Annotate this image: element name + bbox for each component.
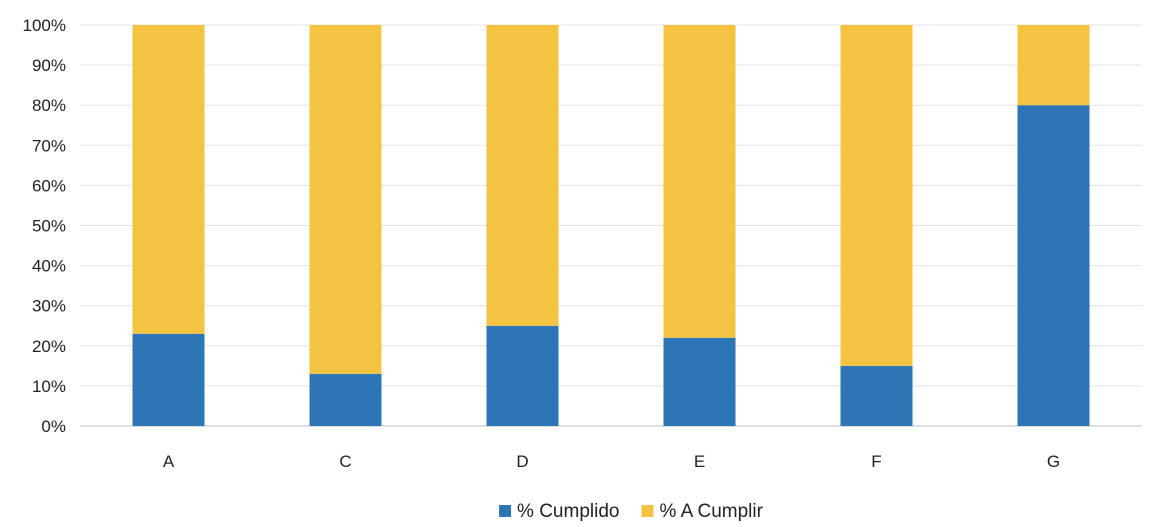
y-tick-label: 50% bbox=[32, 217, 66, 236]
y-tick-label: 60% bbox=[32, 176, 66, 195]
y-axis: 0% 10% 20% 30% 40% 50% 60% 70% 80% 90% 100% bbox=[23, 16, 66, 436]
y-tick-label: 40% bbox=[32, 257, 66, 276]
bar-f-series-0 bbox=[840, 365, 913, 426]
bar-e-series-1 bbox=[663, 25, 736, 338]
y-tick-label: 20% bbox=[32, 337, 66, 356]
x-tick-label: G bbox=[1047, 452, 1060, 471]
legend-label: % A Cumplir bbox=[659, 501, 763, 522]
y-tick-label: 70% bbox=[32, 136, 66, 155]
x-tick-label: A bbox=[163, 452, 175, 471]
bar-c-series-1 bbox=[309, 25, 382, 374]
grid-layer bbox=[80, 24, 1142, 427]
y-tick-label: 90% bbox=[32, 56, 66, 75]
bar-c-series-0 bbox=[309, 373, 382, 426]
x-tick-label: D bbox=[516, 452, 528, 471]
x-tick-label: C bbox=[339, 452, 351, 471]
x-tick-label: F bbox=[871, 452, 881, 471]
bar-a-series-0 bbox=[132, 333, 205, 426]
y-tick-label: 10% bbox=[32, 377, 66, 396]
bar-e-series-0 bbox=[663, 337, 736, 426]
legend: % Cumplido % A Cumplir bbox=[499, 501, 764, 522]
y-tick-label: 80% bbox=[32, 96, 66, 115]
y-tick-label: 100% bbox=[23, 16, 66, 35]
bar-g-series-1 bbox=[1017, 25, 1090, 106]
legend-swatch-series-0 bbox=[499, 505, 512, 517]
legend-swatch-series-1 bbox=[641, 505, 654, 517]
bar-f-series-1 bbox=[840, 25, 913, 366]
bar-a-series-1 bbox=[132, 25, 205, 334]
legend-label: % Cumplido bbox=[517, 501, 619, 522]
y-tick-label: 0% bbox=[41, 417, 66, 436]
bar-layer bbox=[132, 25, 1090, 426]
y-tick-label: 30% bbox=[32, 297, 66, 316]
bar-g-series-0 bbox=[1017, 105, 1090, 426]
x-tick-label: E bbox=[694, 452, 705, 471]
bar-d-series-0 bbox=[486, 325, 559, 426]
bar-d-series-1 bbox=[486, 25, 559, 326]
